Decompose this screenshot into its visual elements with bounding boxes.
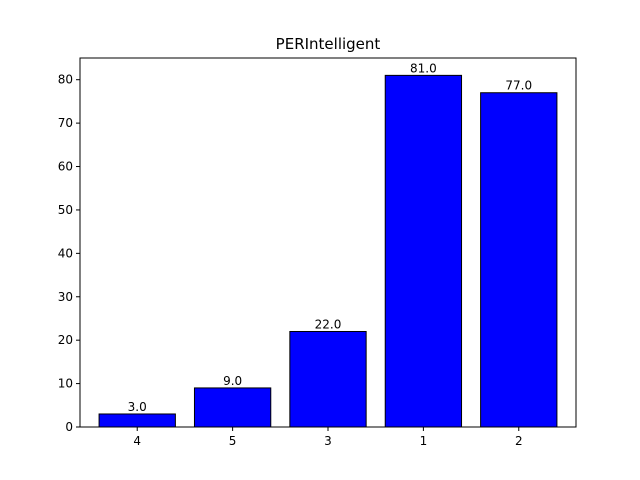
y-tick-label: 70 [58, 116, 73, 130]
data-label: 81.0 [410, 61, 437, 75]
y-axis: 0 10 20 30 40 50 60 70 80 [58, 73, 80, 434]
bar-3 [289, 330, 367, 428]
x-tick-label: 4 [133, 434, 141, 448]
y-tick-label: 60 [58, 160, 73, 174]
y-tick-label: 10 [58, 377, 73, 391]
x-tick-label: 3 [324, 434, 332, 448]
data-label: 9.0 [223, 374, 242, 388]
bars [98, 74, 558, 428]
bar-2 [480, 92, 558, 428]
x-axis: 4 5 3 1 2 [133, 427, 523, 448]
y-tick-label: 40 [58, 246, 73, 260]
y-tick-label: 0 [65, 420, 73, 434]
y-tick-label: 30 [58, 290, 73, 304]
data-labels: 3.0 9.0 22.0 81.0 77.0 [128, 61, 532, 414]
y-tick-label: 50 [58, 203, 73, 217]
data-label: 22.0 [315, 317, 342, 331]
x-tick-label: 5 [229, 434, 237, 448]
bar-1 [384, 74, 463, 428]
data-label: 3.0 [128, 400, 147, 414]
bar-5 [193, 387, 272, 428]
x-tick-label: 1 [420, 434, 428, 448]
x-tick-label: 2 [515, 434, 523, 448]
y-tick-label: 20 [58, 333, 73, 347]
data-label: 77.0 [505, 79, 532, 93]
chart-title: PERIntelligent [276, 35, 381, 53]
plot-frame [79, 57, 577, 428]
bar-4 [98, 413, 176, 428]
y-tick-label: 80 [58, 73, 73, 87]
